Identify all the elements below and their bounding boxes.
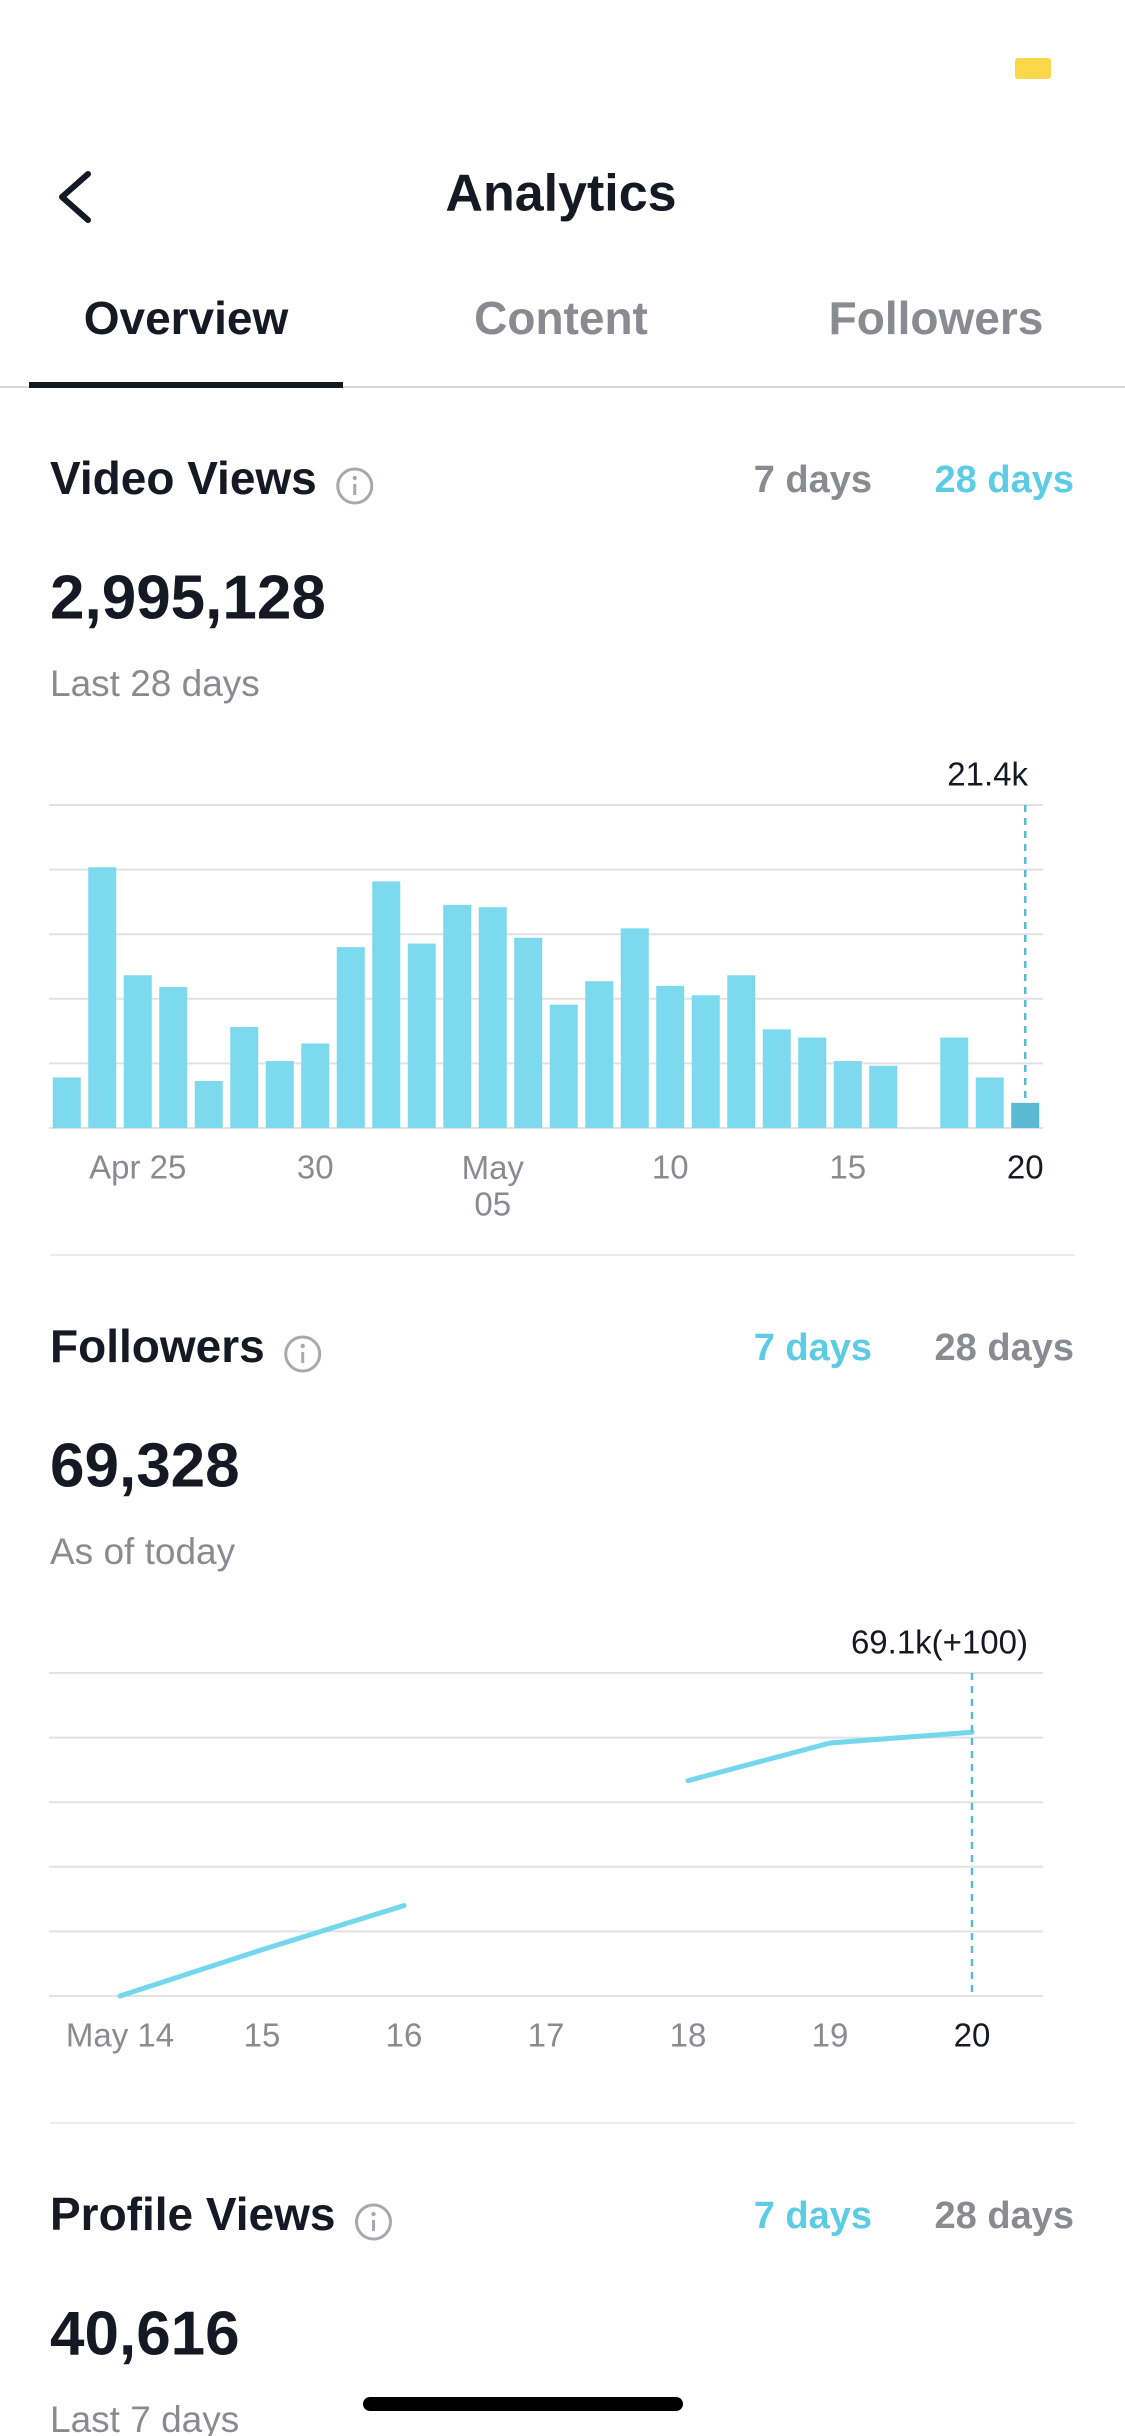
bar <box>88 867 117 1128</box>
bar <box>656 985 685 1128</box>
bar <box>514 937 543 1128</box>
bar <box>585 981 614 1128</box>
bar <box>194 1081 223 1128</box>
x-tick-label: Apr 25 <box>89 1149 186 1186</box>
value-label: 21.4k <box>947 756 1028 793</box>
bar <box>762 1029 791 1128</box>
bar <box>549 1004 578 1128</box>
bar <box>798 1037 827 1128</box>
info-icon[interactable] <box>284 1335 322 1373</box>
bar <box>372 881 401 1128</box>
home-indicator <box>363 2397 683 2411</box>
bar <box>727 975 756 1128</box>
section-title: Profile Views <box>50 2188 336 2240</box>
section-caption: Last 28 days <box>50 663 260 704</box>
bar <box>975 1077 1004 1128</box>
bar <box>265 1061 294 1128</box>
bar <box>123 975 152 1128</box>
section-caption: As of today <box>50 1531 236 1572</box>
bar <box>869 1065 898 1128</box>
x-tick-label: 15 <box>244 2017 281 2054</box>
range-toggle[interactable]: 28 days <box>935 2195 1074 2237</box>
bar <box>52 1077 81 1128</box>
range-toggle[interactable]: 7 days <box>754 459 872 501</box>
range-toggle[interactable]: 7 days <box>754 1327 872 1369</box>
line <box>117 1729 975 1999</box>
bar <box>443 904 472 1128</box>
bar <box>478 907 507 1128</box>
x-tick-label: 30 <box>297 1149 334 1186</box>
section-total: 69,328 <box>50 1431 240 1500</box>
section-total: 2,995,128 <box>50 563 326 632</box>
section-caption: Last 7 days <box>50 2399 239 2436</box>
battery <box>1015 58 1051 79</box>
section-total: 40,616 <box>50 2299 240 2368</box>
tab-underline <box>29 382 343 388</box>
bar <box>301 1043 330 1128</box>
tab[interactable]: Content <box>474 292 648 344</box>
x-tick-label: 20 <box>1007 1149 1044 1186</box>
info-icon-dot <box>300 1343 305 1349</box>
x-tick-label: May 14 <box>66 2017 174 2054</box>
back-button[interactable] <box>59 171 91 223</box>
bar <box>336 947 365 1128</box>
bar <box>407 943 436 1128</box>
x-tick-label: 10 <box>652 1149 689 1186</box>
section-title: Video Views <box>50 452 317 504</box>
info-icon[interactable] <box>336 467 374 505</box>
info-icon-dot <box>352 475 357 481</box>
bar <box>940 1037 969 1128</box>
x-tick-label: May 05 <box>462 1149 525 1222</box>
range-toggle[interactable]: 28 days <box>935 459 1074 501</box>
x-tick-label: 18 <box>670 2017 707 2054</box>
x-tick-label: 19 <box>812 2017 849 2054</box>
range-toggle[interactable]: 28 days <box>935 1327 1074 1369</box>
value-label: 69.1k(+100) <box>851 1624 1028 1661</box>
tab[interactable]: Followers <box>829 292 1044 344</box>
tab[interactable]: Overview <box>84 292 289 344</box>
x-tick-label: 15 <box>829 1149 866 1186</box>
bar <box>833 1061 862 1128</box>
bar <box>620 928 649 1128</box>
bar <box>230 1026 259 1128</box>
x-tick-label: 20 <box>954 2017 991 2054</box>
section-title: Followers <box>50 1320 265 1372</box>
x-tick-label: 16 <box>386 2017 423 2054</box>
info-icon-dot <box>371 2211 376 2217</box>
info-icon[interactable] <box>355 2203 393 2241</box>
page-title: Analytics <box>445 165 676 223</box>
bar <box>159 987 188 1128</box>
range-toggle[interactable]: 7 days <box>754 2195 872 2237</box>
bar <box>1011 1102 1040 1128</box>
x-tick-label: 17 <box>528 2017 565 2054</box>
bar <box>691 995 720 1128</box>
